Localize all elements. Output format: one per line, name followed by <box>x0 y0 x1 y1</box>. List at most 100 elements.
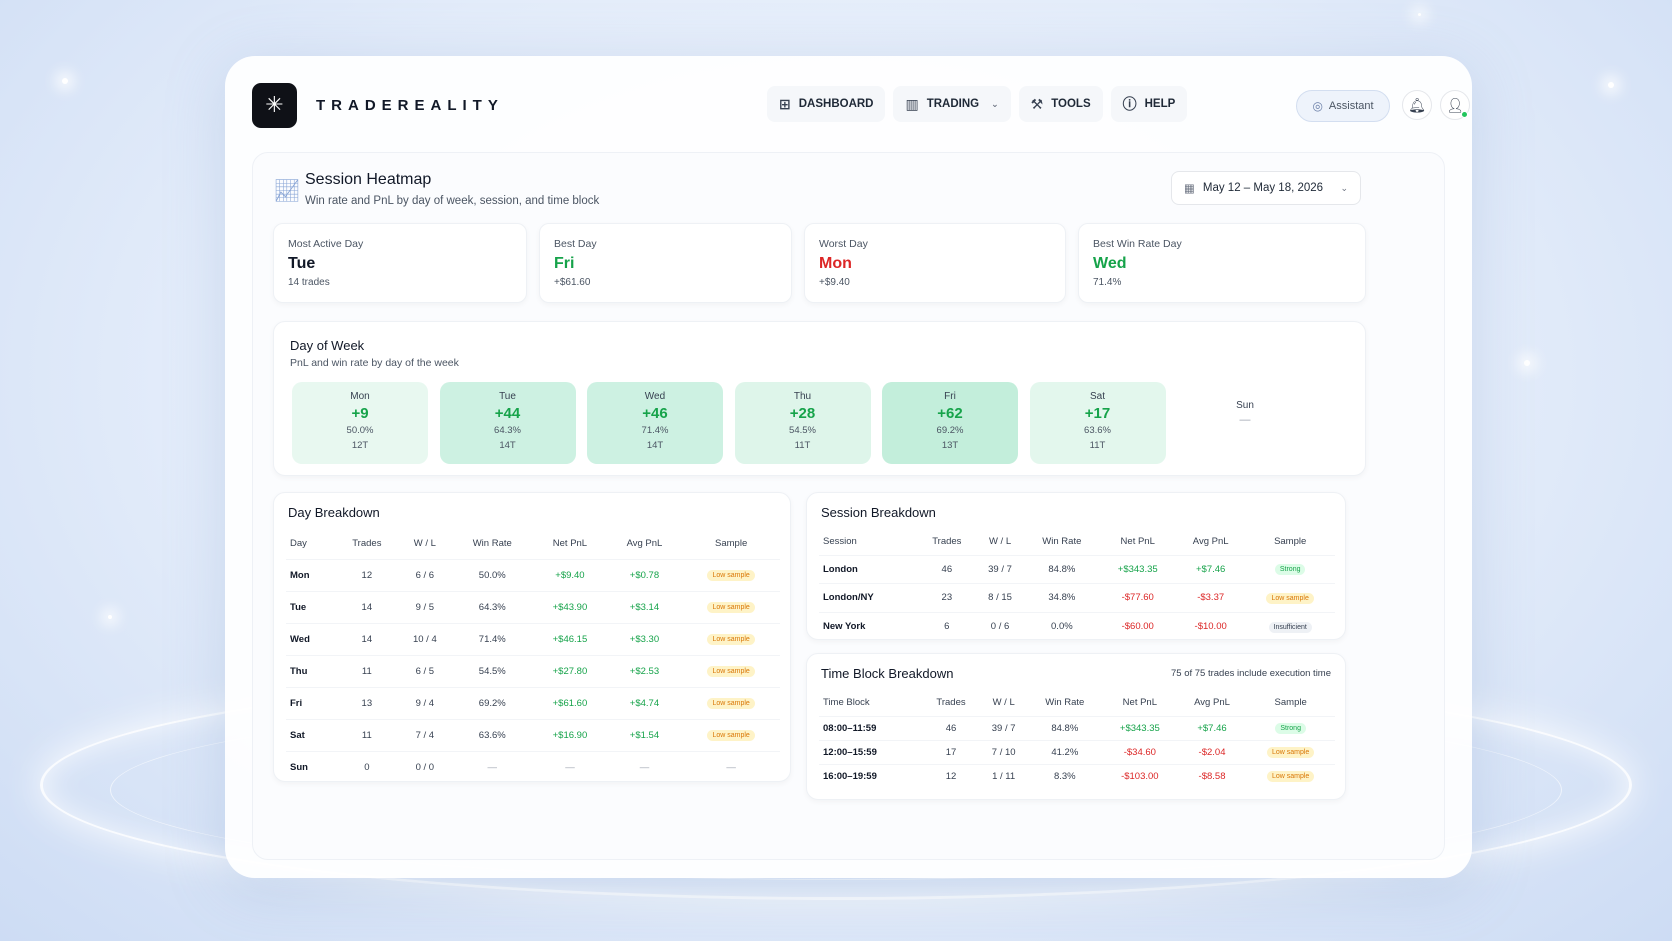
table-cell: -$60.00 <box>1121 621 1154 632</box>
table-row[interactable]: Sat 11 7 / 4 63.6% +$16.90 +$1.54 Low sample <box>286 719 780 751</box>
column-header: Avg PnL <box>1192 536 1229 548</box>
table-cell: +$3.14 <box>629 601 660 613</box>
table-cell: +$2.53 <box>629 665 660 677</box>
profile-button[interactable]: 👤︎ <box>1440 90 1470 120</box>
day-win: 71.4% <box>641 425 669 436</box>
day-card-mon[interactable]: Mon +9 50.0% 12T <box>292 382 428 464</box>
assistant-button[interactable]: ◎ Assistant <box>1296 90 1390 122</box>
kpi-label: Best Win Rate Day <box>1093 238 1182 250</box>
table-row[interactable]: Sun 0 0 / 0 — — — — <box>286 751 780 783</box>
nav-dashboard[interactable]: ⊞ DASHBOARD <box>767 86 886 122</box>
date-range-picker[interactable]: ▦ May 12 – May 18, 2026 ⌄ <box>1171 171 1361 205</box>
table-cell: 71.4% <box>478 633 506 645</box>
table-cell: -$3.37 <box>1197 592 1225 604</box>
sparkle-decoration <box>108 615 112 619</box>
table-cell: 34.8% <box>1048 592 1076 604</box>
table-cell: Sat <box>290 729 305 741</box>
notifications-button[interactable]: 🔔︎ <box>1402 90 1432 120</box>
sample-badge: Low sample <box>707 602 755 613</box>
day-win: 50.0% <box>346 425 374 436</box>
nav-label: TRADING <box>926 98 980 110</box>
table-cell: +$46.15 <box>552 633 588 645</box>
table-cell: Low sample <box>1246 764 1335 788</box>
table-cell: 84.8% <box>1051 722 1079 734</box>
table-cell: Tue <box>290 601 307 613</box>
day-pnl: +9 <box>351 405 369 422</box>
table-cell: 69.2% <box>478 697 506 709</box>
table-cell: 7 / 4 <box>415 729 435 741</box>
table-row[interactable]: Thu 11 6 / 5 54.5% +$27.80 +$2.53 Low sample <box>286 655 780 687</box>
day-card-sun[interactable]: Sun — <box>1177 382 1313 464</box>
day-win: 63.6% <box>1084 425 1111 436</box>
day-trades: 14T <box>646 440 664 451</box>
table-cell: 46 <box>945 722 957 734</box>
table-cell: 23 <box>941 592 953 604</box>
column-header: Sample <box>1274 697 1307 709</box>
sample-badge: Low sample <box>707 666 755 677</box>
kpi-label: Best Day <box>554 238 597 250</box>
day-card-fri[interactable]: Fri +62 69.2% 13T <box>882 382 1018 464</box>
day-trades: 13T <box>941 440 959 451</box>
table-cell: -$8.58 <box>1198 770 1226 782</box>
section-title: Day of Week <box>290 338 365 353</box>
day-win: 54.5% <box>789 425 816 436</box>
nav-trading[interactable]: ▥ TRADING ⌄ <box>893 86 1011 122</box>
table-row[interactable]: New York 6 0 / 6 0.0% -$60.00 -$10.00 Insuffic… <box>819 612 1335 641</box>
logo[interactable]: ✳ <box>252 82 297 128</box>
day-card-tue[interactable]: Tue +44 64.3% 14T <box>439 382 576 464</box>
section-title: Time Block Breakdown <box>821 666 954 681</box>
sample-badge: Low sample <box>707 730 755 741</box>
day-card-wed[interactable]: Wed +46 71.4% 14T <box>587 382 723 464</box>
table-row[interactable]: 12:00–15:59 17 7 / 10 41.2% -$34.60 -$2.04 Low… <box>819 740 1335 764</box>
table-cell: 12:00–15:59 <box>823 746 877 758</box>
day-pnl: +44 <box>494 405 521 422</box>
chart-icon: ▥ <box>905 95 919 112</box>
kpi-value: Tue <box>288 255 316 272</box>
chevron-down-icon: ⌄ <box>991 98 999 109</box>
table-cell: Low sample <box>682 591 780 623</box>
online-status-dot <box>1461 111 1468 118</box>
session-breakdown-table: Session Trades W / L Win Rate Net PnL Avg PnL… <box>819 529 1335 641</box>
kpi-label: Most Active Day <box>288 238 364 250</box>
table-cell: 9 / 4 <box>415 697 435 709</box>
table-cell: Fri <box>290 697 303 709</box>
kpi-label: Worst Day <box>819 238 868 250</box>
table-cell: — <box>565 761 575 773</box>
table-cell: Low sample <box>682 655 780 687</box>
table-cell: -$77.60 <box>1121 592 1154 604</box>
table-cell: Wed <box>290 633 310 645</box>
table-cell: — <box>726 761 736 773</box>
section-title: Day Breakdown <box>288 505 380 520</box>
chevron-down-icon: ⌄ <box>1340 182 1348 193</box>
day-pnl: +46 <box>642 405 668 422</box>
table-row[interactable]: Tue 14 9 / 5 64.3% +$43.90 +$3.14 Low sample <box>286 591 780 623</box>
kpi-sub: +$61.60 <box>554 277 591 288</box>
table-row[interactable]: London 46 39 / 7 84.8% +$343.35 +$7.46 Strong <box>819 555 1335 584</box>
table-row[interactable]: 16:00–19:59 12 1 / 11 8.3% -$103.00 -$8.58 Low… <box>819 764 1335 788</box>
table-cell: 13 <box>361 697 373 709</box>
day-day: Sun <box>1236 400 1254 411</box>
kpi-sub: 14 trades <box>288 277 330 288</box>
sparkle-decoration <box>1524 360 1530 366</box>
session-breakdown-card: Session Breakdown Session Trades W / L Win … <box>806 492 1346 640</box>
table-cell: Thu <box>290 665 308 677</box>
column-header: Net PnL <box>1122 697 1157 709</box>
sparkle-decoration <box>62 78 68 84</box>
main-nav: ⊞ DASHBOARD ▥ TRADING ⌄ ⚒ TOOLS ⓘ HELP <box>767 86 1188 122</box>
nav-help[interactable]: ⓘ HELP <box>1110 86 1188 122</box>
day-pnl: — <box>1239 414 1251 426</box>
table-cell: Low sample <box>682 623 780 655</box>
table-cell: 1 / 11 <box>992 770 1016 782</box>
column-header: Win Rate <box>1042 536 1082 548</box>
table-cell: +$61.60 <box>552 697 588 709</box>
nav-tools[interactable]: ⚒ TOOLS <box>1018 86 1103 122</box>
table-row[interactable]: Fri 13 9 / 4 69.2% +$61.60 +$4.74 Low sample <box>286 687 780 719</box>
day-card-thu[interactable]: Thu +28 54.5% 11T <box>734 382 871 464</box>
table-row[interactable]: 08:00–11:59 46 39 / 7 84.8% +$343.35 +$7.46 St… <box>819 716 1335 740</box>
table-row[interactable]: London/NY 23 8 / 15 34.8% -$77.60 -$3.37 Low s… <box>819 584 1335 612</box>
table-row[interactable]: Wed 14 10 / 4 71.4% +$46.15 +$3.30 Low sample <box>286 623 780 655</box>
table-cell: — <box>639 761 650 773</box>
table-row[interactable]: Mon 12 6 / 6 50.0% +$9.40 +$0.78 Low sample <box>286 559 780 591</box>
day-card-sat[interactable]: Sat +17 63.6% 11T <box>1029 382 1166 464</box>
heatmap-chart-icon: 📈︎ <box>273 178 301 203</box>
